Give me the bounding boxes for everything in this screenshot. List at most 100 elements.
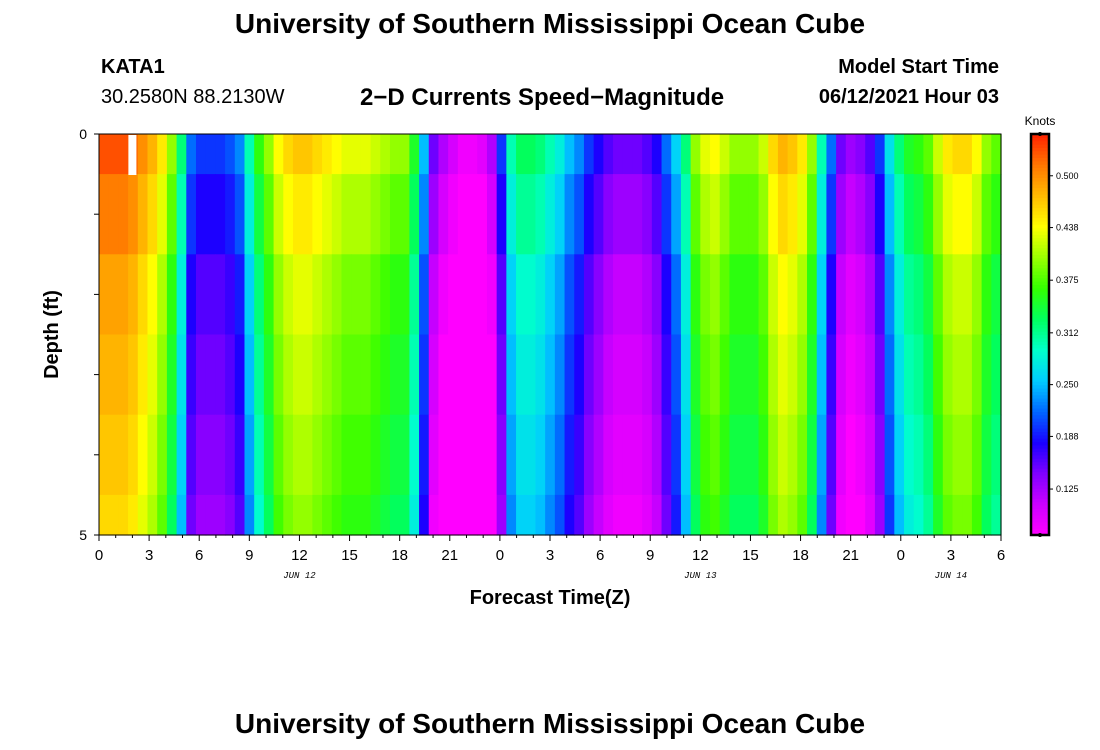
heatmap-cell [399, 254, 410, 336]
heatmap-cell [904, 494, 915, 536]
colorbar-segment [1031, 474, 1049, 479]
heatmap-cell [622, 134, 634, 175]
heatmap-cell [457, 134, 469, 175]
heatmap-cell [176, 254, 187, 336]
heatmap-cell [438, 494, 449, 536]
heatmap-cell [768, 494, 779, 536]
heatmap-cell [370, 334, 381, 416]
heatmap-cell [787, 174, 798, 255]
heatmap-cell [312, 414, 323, 496]
heatmap-cell [836, 174, 847, 255]
heatmap-cell [816, 494, 828, 536]
heatmap-cell [351, 494, 362, 536]
x-axis: 0 3 6 9 12 15 18 21 0 3 6 9 12 15 18 21 0 3 6 JUN 12 JUN 13 J… [95, 535, 1005, 581]
heatmap-cell [933, 494, 944, 536]
heatmap-cell [486, 134, 498, 175]
heatmap-cell [923, 414, 934, 496]
heatmap-cell [205, 254, 216, 336]
heatmap-cell [962, 494, 973, 536]
heatmap-cell [632, 414, 643, 496]
heatmap-cell [176, 134, 187, 175]
heatmap-cell [613, 134, 624, 175]
heatmap-cell [176, 494, 187, 536]
heatmap-cell [739, 414, 750, 496]
heatmap-cell [836, 254, 847, 336]
heatmap-cell [545, 174, 556, 255]
heatmap-cell [981, 174, 992, 255]
heatmap-cell [389, 494, 401, 536]
colorbar-segment [1031, 441, 1049, 446]
heatmap-cell [642, 174, 653, 255]
heatmap-cell [816, 254, 828, 336]
heatmap-cell [457, 494, 469, 536]
colorbar-segment [1031, 214, 1049, 219]
heatmap-cell [807, 494, 818, 536]
heatmap-cell [680, 334, 692, 416]
heatmap-cell [99, 174, 110, 255]
colorbar-segment [1031, 234, 1049, 239]
y-tick-label: 0 [79, 126, 87, 142]
heatmap-cell [545, 254, 556, 336]
colorbar-segment [1031, 157, 1049, 162]
heatmap-cell [787, 254, 798, 336]
heatmap-cell [583, 254, 595, 336]
heatmap-cell [836, 134, 847, 175]
heatmap-cell [477, 254, 488, 336]
date-label: JUN 14 [935, 571, 967, 581]
heatmap-cell [380, 494, 391, 536]
heatmap-cell [331, 414, 343, 496]
x-tick-label: 21 [842, 547, 859, 564]
heatmap-cells [99, 134, 1002, 536]
heatmap-cell [409, 134, 420, 175]
colorbar-segment [1031, 408, 1049, 412]
colorbar-segment [1031, 271, 1049, 275]
heatmap-cell [613, 254, 624, 336]
heatmap-cell [292, 174, 304, 255]
heatmap-cell [904, 174, 915, 255]
x-tick-label: 18 [792, 547, 809, 564]
colorbar-segment [1031, 150, 1049, 155]
heatmap-cell [215, 134, 226, 175]
heatmap-cell [389, 134, 401, 175]
heatmap-cell [428, 494, 440, 536]
current-time-marker [128, 135, 137, 175]
heatmap-cell [603, 134, 614, 175]
colorbar-segment [1031, 374, 1049, 379]
colorbar-segment [1031, 190, 1049, 195]
heatmap-cell [729, 494, 740, 536]
colorbar-segment [1031, 314, 1049, 319]
colorbar-segment [1031, 267, 1049, 272]
colorbar-segment [1031, 521, 1049, 526]
colorbar-segment [1031, 431, 1049, 436]
heatmap-cell [913, 254, 925, 336]
x-axis-label: Forecast Time(Z) [470, 587, 631, 609]
colorbar-tick-label: 0.500 [1056, 171, 1079, 181]
heatmap-cell [971, 334, 983, 416]
heatmap-cell [292, 254, 304, 336]
heatmap-cell [166, 494, 178, 536]
heatmap-cell [583, 134, 595, 175]
colorbar-segment [1031, 240, 1049, 245]
heatmap-cell [933, 334, 944, 416]
x-tick-label: 15 [341, 547, 358, 564]
heatmap-cell [166, 334, 178, 416]
chart-title: University of Southern Mississippi Ocean… [234, 8, 866, 39]
heatmap-cell [884, 134, 895, 175]
heatmap-cell [855, 174, 866, 255]
heatmap-cell [419, 334, 430, 416]
colorbar-segment [1031, 224, 1049, 229]
x-tick-label: 9 [646, 547, 654, 564]
heatmap-cell [962, 414, 973, 496]
heatmap-cell [680, 134, 692, 175]
heatmap-cell [312, 174, 323, 255]
heatmap-cell [312, 134, 323, 175]
heatmap-cell [467, 414, 478, 496]
heatmap-cell [894, 134, 905, 175]
heatmap-cell [574, 334, 585, 416]
heatmap-cell [554, 334, 566, 416]
colorbar-segment [1031, 184, 1049, 189]
heatmap-cell [137, 134, 149, 175]
heatmap-cell [273, 494, 284, 536]
heatmap-cell [729, 254, 740, 336]
heatmap-cell [283, 174, 294, 255]
